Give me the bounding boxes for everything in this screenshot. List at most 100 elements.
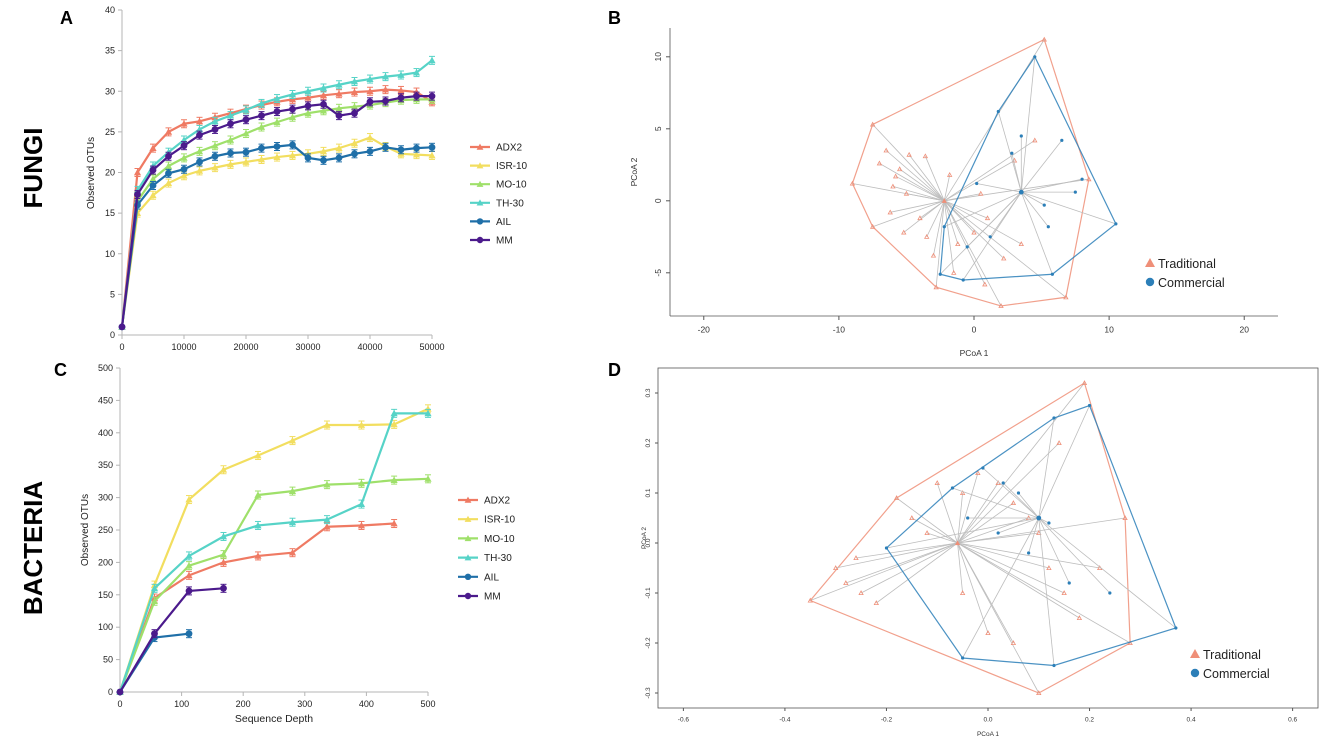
panel-a-point-adx2 [180,120,188,127]
panel-b-group-commercial [938,55,1118,282]
panel-b-point-traditional [978,190,984,196]
panel-b-y-tick-label: 0 [653,198,663,203]
panel-a-point-mm [273,108,281,115]
panel-b-x-tick-label: 10 [1104,325,1114,335]
panel-b-spoke [1021,178,1083,193]
panel-d-hull-commercial [885,404,1177,667]
panel-a-point-adx2 [319,91,328,99]
panel-a-point-adx2 [366,87,374,95]
panel-b-point-traditional [1001,255,1007,261]
panel-c-legend-label-mo-10: MO-10 [484,534,515,545]
panel-b-x-tick-label: -20 [698,325,711,335]
panel-d-spoke [845,542,958,584]
panel-d-spoke [957,532,1039,544]
panel-b-point-traditional [906,151,912,157]
panel-b-x-tick-label: 0 [972,325,977,335]
panel-c-point-th-30 [288,518,297,526]
panel-c-x-tick-label: 500 [420,699,435,709]
panel-a-point-th-30 [335,81,343,88]
panel-b-spoke [933,200,945,256]
panel-c-point-adx2 [288,549,297,556]
panel-c-legend-marker-mm [464,592,472,600]
panel-b-legend-label-traditional: Traditional [1158,257,1216,271]
panel-b-point-traditional [1032,137,1038,143]
panel-a-point-mo-10 [335,104,343,112]
panel-a-point-mm [258,112,265,120]
panel-d-point-traditional [1010,500,1017,506]
panel-b-spoke [944,200,988,219]
panel-a-point-isr-10 [226,160,235,168]
panel-c-series-isr-10 [116,404,432,695]
panel-a-point-mm [304,102,312,110]
panel-b-spoke [943,200,1005,259]
panel-d-x-tick-label: 0.0 [983,717,992,724]
panel-a-point-mm [428,92,436,100]
panel-d-legend-marker-traditional [1190,649,1200,658]
panel-a-point-mo-10 [195,147,204,155]
panel-a-point-mm [289,105,296,113]
panel-b-point-traditional [1018,241,1024,247]
panel-a-point-isr-10 [242,158,250,165]
panel-b-chart: -5 0 5 10 -20 -10 0 10 20 PCoA 2 PCoA 1 Traditional… [629,28,1278,358]
panel-c-series-ail [116,629,193,696]
panel-b-point-traditional [849,180,856,186]
panel-d-spoke [860,542,958,594]
panel-d-spoke [957,542,1014,644]
panel-b-spoke [908,154,945,202]
panel-c-point-adx2 [357,521,366,529]
panel-c-point-mo-10 [288,487,297,494]
panel-d-y-tick-label: 0.1 [645,488,652,497]
panel-c-legend-label-adx2: ADX2 [484,496,511,507]
panel-c-point-isr-10 [357,421,366,428]
panel-c-line-th-30 [118,412,428,693]
panel-d-point-traditional [1061,590,1067,595]
panel-d-point-commercial [1001,481,1005,485]
panel-b-spoke [926,200,945,237]
panel-c-x-tick-label: 400 [359,699,374,709]
panel-a-point-adx2 [133,168,142,176]
panel-a-point-mm [196,131,203,139]
panel-a-point-ail [273,143,281,150]
panel-a-point-ail [258,144,265,152]
panel-b-point-traditional [998,303,1004,308]
panel-a-point-mo-10 [164,162,173,169]
panel-b-spoke [890,200,945,213]
panel-b-point-traditional [924,233,930,239]
panel-b-spoke [976,183,1022,193]
panel-d-point-traditional [1056,440,1062,446]
panel-a-point-isr-10 [288,151,297,159]
panel-a-point-mo-10 [350,103,359,110]
panel-b-spoke [1020,56,1036,193]
panel-d-point-traditional [833,565,839,570]
panel-a-x-tick-label: 0 [119,342,124,352]
panel-a-point-mo-10 [257,123,266,130]
panel-c-legend-marker-isr-10 [464,515,472,522]
panel-b-spoke [944,193,981,202]
panel-b-spoke [966,191,1022,248]
panel-a-point-ail [335,154,343,162]
panel-a-legend-label-adx2: ADX2 [496,143,523,154]
panel-a-point-isr-10 [211,164,219,171]
panel-d-spoke [957,542,1100,569]
panel-c-point-isr-10 [185,495,193,503]
panel-a-y-tick-label: 30 [105,86,115,96]
panel-a-point-mo-10 [288,113,297,121]
panel-c-chart: 0 50 100 150 200 250 300 350 400 450 500 0 100 200 300… [80,363,516,725]
panel-b-y-axis-label: PCoA 2 [629,157,639,186]
panel-a-legend-marker-ail [476,218,484,225]
panel-b-group-traditional [849,36,1092,308]
panel-b-point-commercial [1080,177,1084,181]
panel-b-y-tick-label: 5 [653,126,663,131]
panel-a-point-ail [320,156,327,164]
panel-c-point-th-30 [323,516,331,523]
panel-a-point-ail [242,148,250,156]
panel-b-point-traditional [890,183,896,189]
panel-c-legend-marker-th-30 [464,554,472,561]
panel-b-point-traditional [951,269,957,275]
panel-b-point-commercial [1073,190,1077,194]
panel-d-spoke [1038,417,1055,519]
panel-b-point-commercial [942,225,946,229]
panel-b-point-traditional [869,223,876,229]
panel-a-point-mo-10 [211,142,219,149]
panel-d-spoke [835,542,958,569]
